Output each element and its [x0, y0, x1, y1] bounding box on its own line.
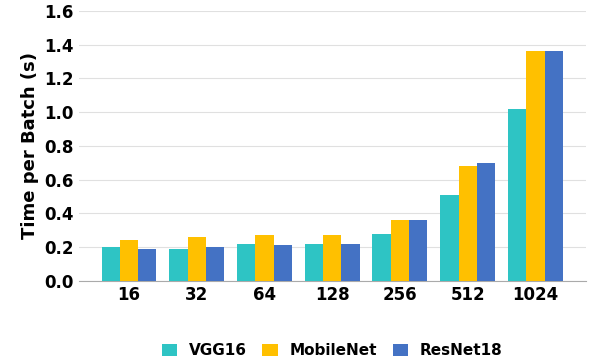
Bar	[169, 249, 188, 281]
Bar	[341, 244, 359, 281]
Bar	[255, 235, 274, 281]
Bar	[508, 109, 526, 281]
Bar	[305, 244, 323, 281]
Bar	[458, 166, 477, 281]
Bar	[545, 51, 563, 281]
Bar	[526, 51, 545, 281]
Bar	[138, 249, 156, 281]
Bar	[120, 240, 138, 281]
Bar	[274, 246, 292, 281]
Bar	[323, 235, 341, 281]
Bar	[237, 244, 255, 281]
Bar	[188, 237, 206, 281]
Bar	[477, 163, 495, 281]
Bar	[391, 220, 409, 281]
Legend: VGG16, MobileNet, ResNet18: VGG16, MobileNet, ResNet18	[155, 337, 509, 360]
Y-axis label: Time per Batch (s): Time per Batch (s)	[21, 52, 39, 239]
Bar	[409, 220, 428, 281]
Bar	[101, 247, 120, 281]
Bar	[373, 234, 391, 281]
Bar	[206, 247, 224, 281]
Bar	[440, 195, 458, 281]
